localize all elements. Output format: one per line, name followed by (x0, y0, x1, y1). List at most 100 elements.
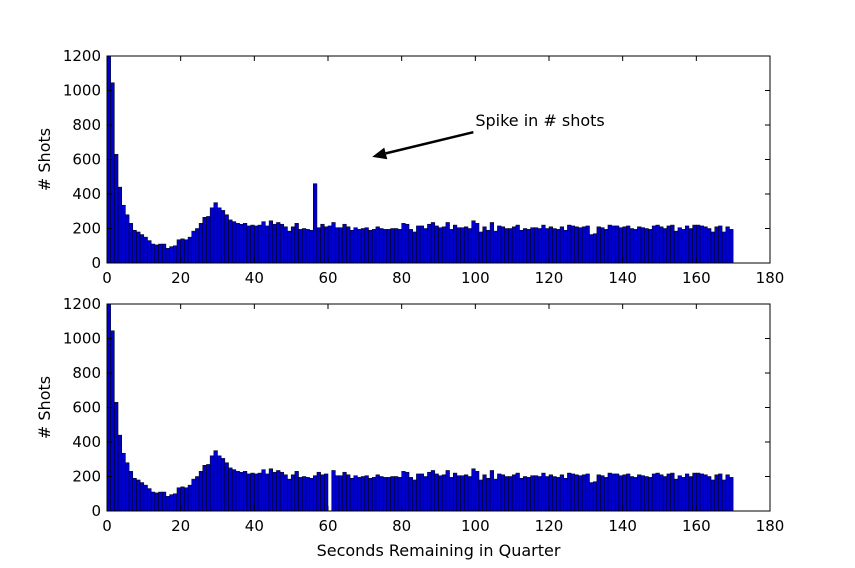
bar (482, 474, 487, 512)
y-tick-label: 1200 (63, 47, 101, 65)
bar (169, 494, 174, 512)
bar (423, 476, 428, 512)
bar (651, 473, 657, 512)
bar (401, 471, 406, 512)
bar (338, 227, 343, 264)
bar (519, 477, 524, 512)
x-tick-label: 40 (245, 269, 264, 287)
bar (607, 472, 612, 512)
x-tick-label: 100 (461, 269, 490, 287)
bar (482, 226, 487, 264)
bar (364, 475, 369, 512)
bar (640, 227, 646, 264)
bar (721, 479, 727, 512)
bar (239, 223, 244, 264)
bar (581, 226, 587, 264)
bar (394, 476, 399, 512)
top-histogram: 0 20 40 60 80 100 120 140 160 180 0 200 400 600 800 100… (35, 47, 784, 287)
bar (246, 225, 251, 264)
bar (287, 478, 292, 512)
bars (106, 303, 734, 512)
bar (526, 229, 531, 264)
bar (427, 471, 432, 512)
bar (195, 228, 200, 264)
bar (666, 473, 671, 512)
bar (486, 229, 491, 264)
bar (430, 222, 436, 264)
bar (184, 239, 189, 264)
bar (320, 223, 325, 264)
x-tick-label: 120 (535, 269, 564, 287)
bar (615, 473, 620, 512)
bar (633, 477, 638, 512)
bar (714, 226, 719, 264)
bar (125, 214, 130, 264)
bar (150, 491, 156, 512)
bar (110, 82, 115, 264)
bar (128, 223, 134, 264)
bar (405, 471, 410, 512)
bar (268, 220, 274, 264)
bar (331, 470, 336, 512)
bar (556, 477, 561, 512)
bar (659, 474, 664, 512)
bar (121, 452, 126, 512)
bar (383, 229, 388, 264)
bar (611, 225, 616, 264)
bar (618, 227, 623, 264)
bar (677, 475, 682, 512)
bar (600, 475, 605, 512)
bar (287, 230, 292, 264)
bar (729, 477, 734, 512)
bar (511, 474, 517, 512)
bar (162, 491, 167, 512)
bar (397, 477, 402, 512)
bar (685, 225, 690, 264)
y-axis-label: # Shots (35, 128, 54, 191)
bar (434, 225, 439, 264)
bar (585, 225, 590, 264)
bar (301, 476, 307, 512)
bar (718, 225, 723, 264)
bar (250, 472, 255, 512)
bar (191, 478, 196, 512)
bar (254, 473, 259, 512)
bar (589, 482, 594, 512)
annotation-arrow-shaft (385, 130, 474, 155)
bar (254, 225, 259, 264)
bar (217, 455, 222, 512)
bar (349, 477, 355, 512)
annotation-arrow-head (372, 147, 388, 160)
bar (357, 229, 362, 264)
bar (578, 227, 583, 264)
bar (128, 471, 134, 512)
bar (629, 476, 634, 512)
x-tick-label: 160 (682, 269, 711, 287)
bar (563, 229, 568, 264)
bar (559, 226, 564, 264)
bar (125, 462, 130, 512)
bar (511, 226, 517, 264)
bar (316, 471, 321, 512)
bar (475, 223, 480, 264)
bar (349, 229, 355, 264)
bar (545, 228, 550, 264)
bar (110, 330, 115, 512)
x-tick-label: 180 (756, 517, 785, 535)
bar (526, 477, 531, 512)
bar (305, 229, 310, 264)
bar (353, 475, 358, 512)
bar (220, 210, 226, 264)
bar (298, 229, 303, 264)
bar (235, 471, 240, 512)
bar (283, 474, 288, 512)
bar (375, 226, 380, 264)
bar (633, 229, 638, 264)
bar (202, 217, 207, 264)
bar (416, 473, 421, 512)
x-tick-label: 0 (102, 517, 112, 535)
bar (180, 486, 185, 512)
bar (541, 224, 546, 264)
bar (567, 472, 572, 512)
